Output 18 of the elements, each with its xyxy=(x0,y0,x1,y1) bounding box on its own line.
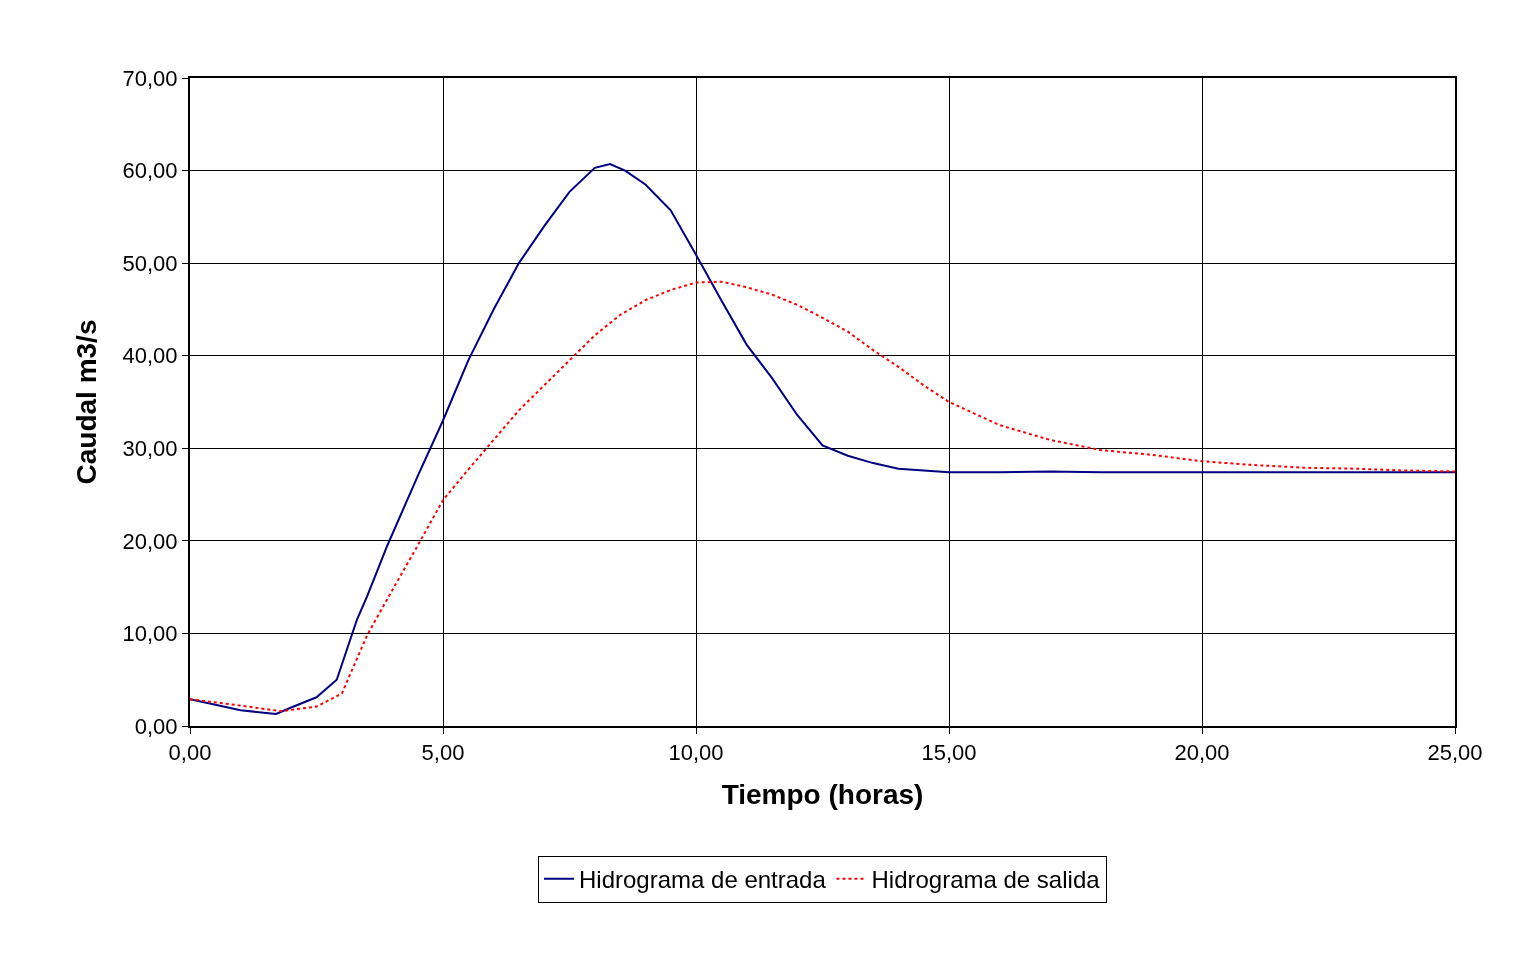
y-tick-label: 10,00 xyxy=(122,621,178,647)
y-tick-label: 60,00 xyxy=(122,158,178,184)
x-axis-title: Tiempo (horas) xyxy=(721,779,924,810)
x-tick-label: 25,00 xyxy=(1427,740,1483,766)
y-axis-title: Caudal m3/s xyxy=(70,319,102,485)
y-tick-label: 20,00 xyxy=(122,528,178,554)
y-tick-label: 40,00 xyxy=(122,343,178,369)
y-tick-label: 70,00 xyxy=(122,65,178,91)
x-tick-label: 10,00 xyxy=(668,740,724,766)
legend-label: Hidrograma de entrada xyxy=(579,866,827,894)
y-tick-label: 30,00 xyxy=(122,435,178,461)
x-tick-label: 20,00 xyxy=(1174,740,1230,766)
x-tick-label: 15,00 xyxy=(921,740,977,766)
x-tick-label: 0,00 xyxy=(168,740,212,766)
x-tick-label: 5,00 xyxy=(421,740,465,766)
y-tick-label: 0,00 xyxy=(134,713,178,739)
legend-label: Hidrograma de salida xyxy=(871,866,1101,894)
y-tick-label: 50,00 xyxy=(122,250,178,276)
